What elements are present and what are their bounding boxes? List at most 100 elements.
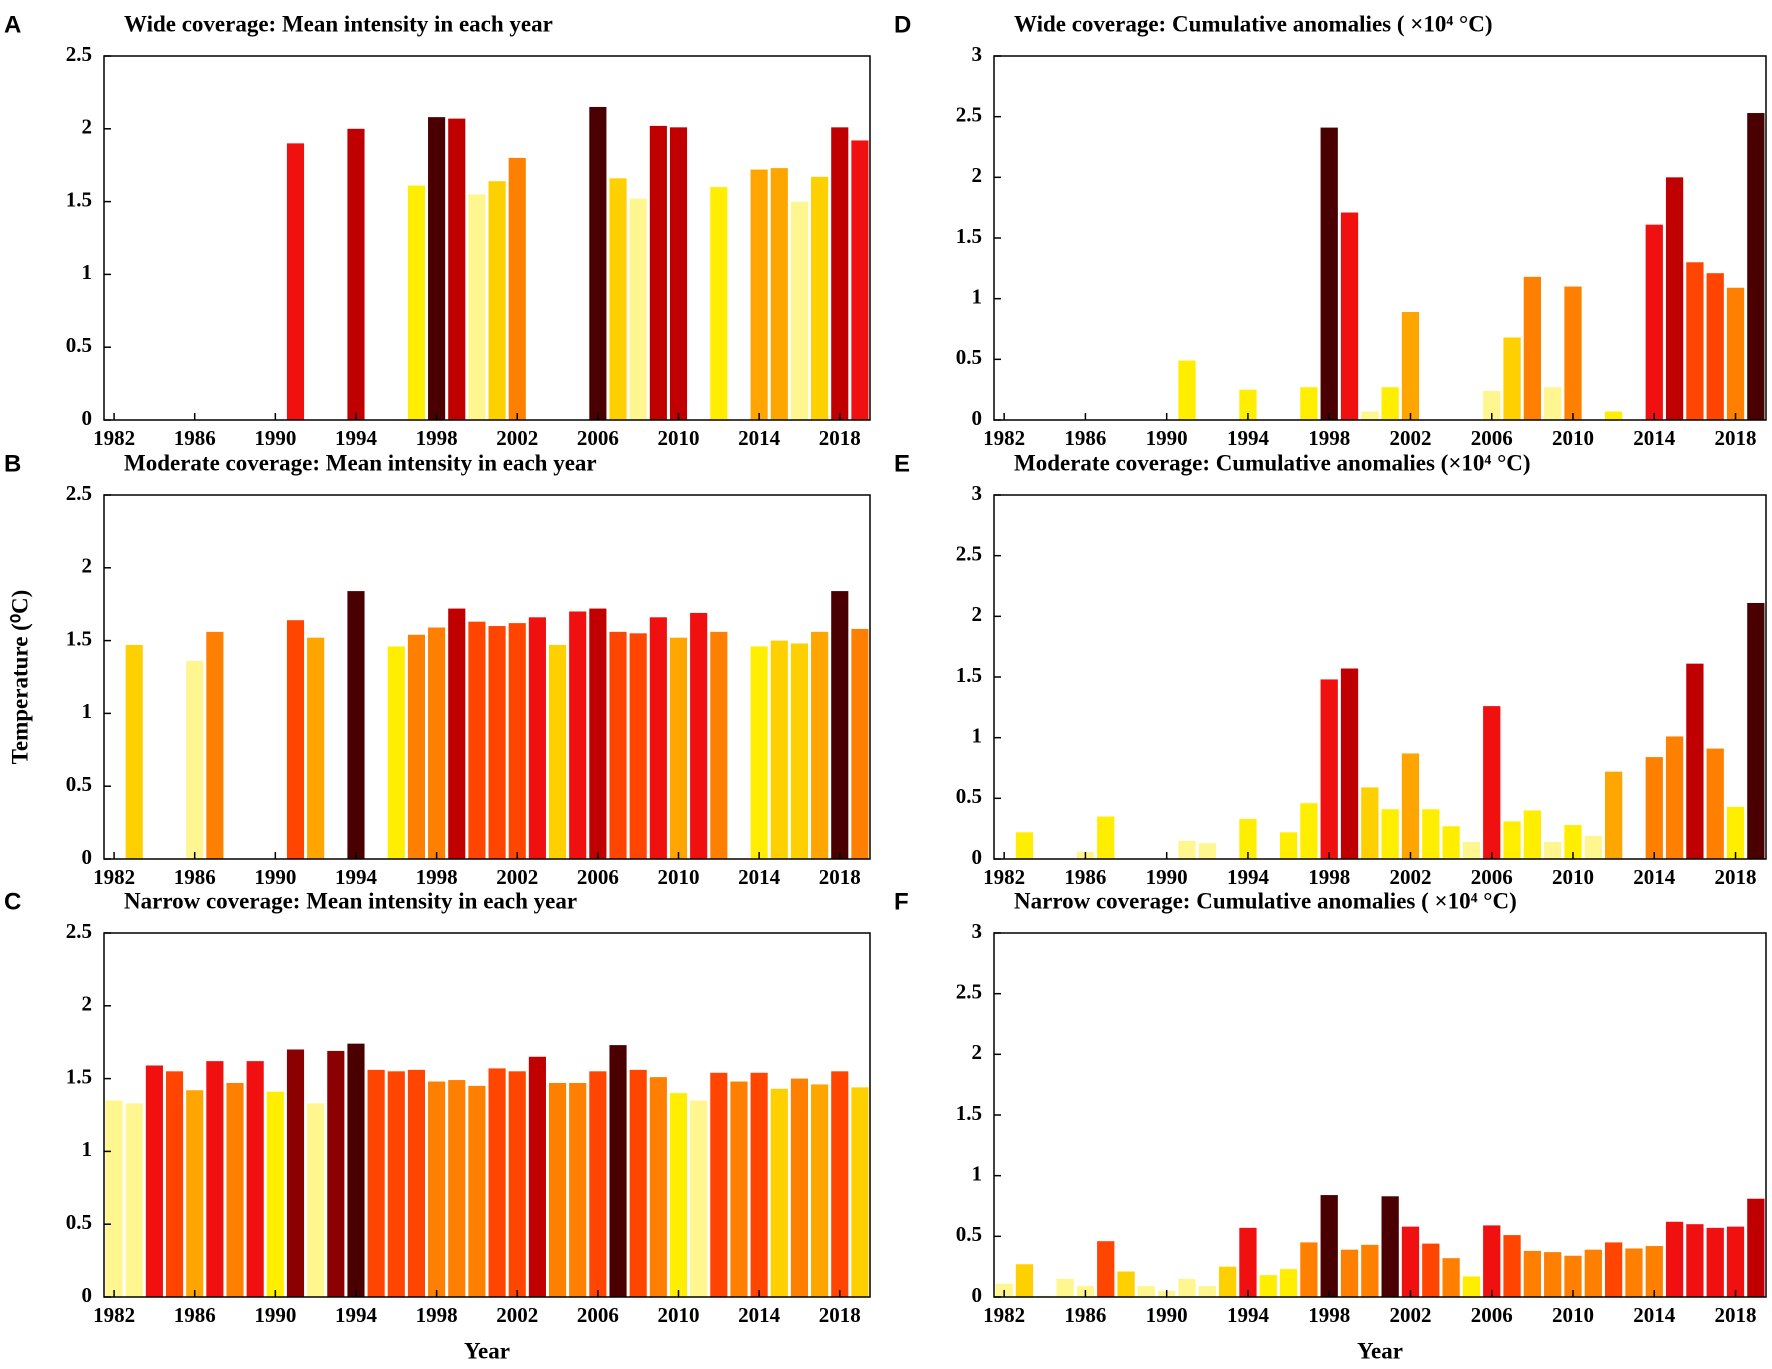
y-tick-label: 0.5 <box>956 1222 982 1246</box>
bar <box>448 1080 466 1297</box>
bar <box>1381 387 1399 420</box>
bar <box>1665 1221 1684 1297</box>
plot-frame <box>993 494 1767 860</box>
bar <box>508 157 526 421</box>
bar <box>1300 1242 1318 1297</box>
bar <box>589 608 607 859</box>
x-tick-label: 1982 <box>983 1303 1025 1327</box>
bar <box>468 194 486 420</box>
bar <box>750 646 768 859</box>
bar <box>1523 810 1542 859</box>
bar <box>1665 177 1684 420</box>
bar <box>790 1078 809 1297</box>
bar <box>1015 1264 1034 1297</box>
bar <box>1564 1255 1582 1297</box>
x-tick-label: 2010 <box>658 426 700 450</box>
x-tick-label: 1998 <box>416 1303 458 1327</box>
bar <box>1381 1196 1399 1297</box>
x-tick-label: 2006 <box>1471 426 1513 450</box>
chart-title: Moderate coverage: Cumulative anomalies … <box>1014 450 1531 475</box>
bar <box>690 1100 708 1297</box>
x-tick-label: 1982 <box>93 865 135 889</box>
y-axis-label: Temperature (⁰C) <box>7 590 32 765</box>
x-tick-label: 1998 <box>1308 1303 1350 1327</box>
plot-frame <box>103 494 871 860</box>
bar <box>1178 840 1196 859</box>
bar <box>1198 1286 1216 1297</box>
bar <box>851 140 869 420</box>
x-tick-label: 1998 <box>1308 865 1350 889</box>
y-tick-label: 0.5 <box>66 772 92 796</box>
bar <box>569 1082 587 1297</box>
bar <box>347 591 365 859</box>
x-tick-label: 1990 <box>254 426 296 450</box>
bar <box>1401 312 1420 420</box>
bar <box>1178 1278 1196 1297</box>
bar <box>1239 818 1257 859</box>
y-tick-label: 3 <box>972 919 983 943</box>
bar <box>1401 753 1420 859</box>
bar <box>649 1077 667 1297</box>
bar <box>1645 1246 1663 1297</box>
y-tick-label: 1 <box>82 260 93 284</box>
bar <box>1625 1248 1643 1297</box>
bar <box>1686 663 1704 859</box>
bar <box>387 646 405 859</box>
bar <box>1340 1249 1359 1297</box>
x-tick-label: 1982 <box>93 426 135 450</box>
x-tick-label: 1994 <box>335 1303 378 1327</box>
bar <box>770 168 788 420</box>
bar <box>1442 826 1460 859</box>
bar <box>206 631 224 859</box>
bar <box>609 178 627 420</box>
bar <box>286 620 305 859</box>
bar <box>508 1071 526 1297</box>
y-tick-label: 1 <box>82 699 93 723</box>
bar <box>246 1061 264 1297</box>
bar <box>1604 771 1623 859</box>
x-tick-label: 1982 <box>983 426 1025 450</box>
y-tick-label: 2 <box>972 1040 983 1064</box>
y-tick-label: 0 <box>972 406 983 430</box>
bar <box>468 1085 486 1297</box>
y-tick-label: 2 <box>82 115 93 139</box>
x-tick-label: 2018 <box>1715 865 1757 889</box>
y-tick-label: 1 <box>972 284 983 308</box>
bar <box>327 1050 345 1297</box>
bar <box>1584 1249 1602 1297</box>
bar <box>488 181 506 420</box>
bar <box>1706 1227 1724 1297</box>
x-tick-label: 2010 <box>1552 865 1594 889</box>
bar <box>1706 748 1724 859</box>
chart-title: Narrow coverage: Cumulative anomalies ( … <box>1014 888 1517 913</box>
x-tick-label: 1990 <box>254 1303 296 1327</box>
bar <box>428 627 446 859</box>
bar <box>1117 1271 1135 1297</box>
x-tick-label: 1990 <box>1146 865 1188 889</box>
chart-title: Wide coverage: Mean intensity in each ye… <box>124 11 553 36</box>
bar <box>831 127 849 421</box>
bar <box>1137 1286 1156 1297</box>
bar <box>145 1065 163 1297</box>
x-tick-label: 2006 <box>1471 865 1513 889</box>
x-tick-label: 1982 <box>983 865 1025 889</box>
y-tick-label: 0 <box>972 845 983 869</box>
bar <box>1726 287 1745 420</box>
bar <box>1300 803 1318 859</box>
bar <box>1645 757 1663 859</box>
bar <box>1604 1242 1623 1297</box>
bar <box>1747 113 1765 420</box>
bar <box>448 608 466 859</box>
bar <box>750 1072 768 1297</box>
bar <box>488 1068 506 1297</box>
bar <box>770 640 788 859</box>
bar <box>1462 1276 1481 1297</box>
chart-title: Moderate coverage: Mean intensity in eac… <box>124 450 597 475</box>
y-tick-label: 2.5 <box>956 541 982 565</box>
bar <box>710 1072 728 1297</box>
x-tick-label: 1986 <box>174 426 216 450</box>
x-tick-label: 2018 <box>1715 426 1757 450</box>
panel-letter: A <box>4 11 21 38</box>
x-axis-label: Year <box>1357 1338 1403 1363</box>
